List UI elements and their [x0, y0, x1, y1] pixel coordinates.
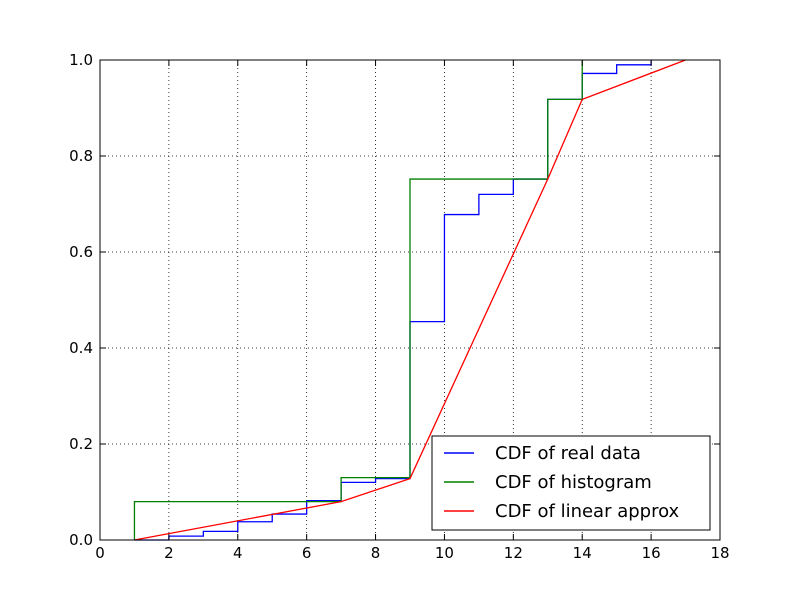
x-tick-label: 10	[435, 544, 454, 562]
series-group	[133, 59, 686, 541]
legend-label: CDF of linear approx	[495, 501, 680, 522]
series-line-cdf-of-linear-approx	[134, 59, 686, 541]
y-tick-label: 0.6	[69, 243, 93, 261]
y-tick-label: 0.2	[69, 435, 93, 453]
x-tick-label: 6	[302, 544, 312, 562]
plot-frame	[99, 59, 721, 541]
y-tick-label: 0.0	[69, 531, 93, 549]
x-tick-label: 0	[95, 544, 105, 562]
y-tick-label: 0.8	[69, 147, 93, 165]
legend-label: CDF of histogram	[495, 472, 652, 493]
x-tick-label: 2	[164, 544, 174, 562]
legend-label: CDF of real data	[495, 443, 641, 464]
x-tick-label: 14	[573, 544, 592, 562]
y-tick-label: 0.4	[69, 339, 93, 357]
series-line-cdf-of-histogram	[133, 60, 583, 540]
legend-entries: CDF of real data CDF of histogram CDF of l…	[444, 443, 680, 522]
axis-ticks: 0 2 4 6 8 10 12 14 16 18 0.0 0.2 0.4 0.6 0.8 1.0	[69, 51, 729, 562]
x-tick-label: 18	[710, 544, 729, 562]
x-tick-label: 8	[371, 544, 381, 562]
legend-box	[431, 435, 711, 531]
legend: CDF of real data CDF of histogram CDF of l…	[431, 435, 711, 531]
x-tick-label: 4	[233, 544, 243, 562]
y-tick-label: 1.0	[69, 51, 93, 69]
x-tick-label: 16	[642, 544, 661, 562]
x-tick-label: 12	[504, 544, 523, 562]
